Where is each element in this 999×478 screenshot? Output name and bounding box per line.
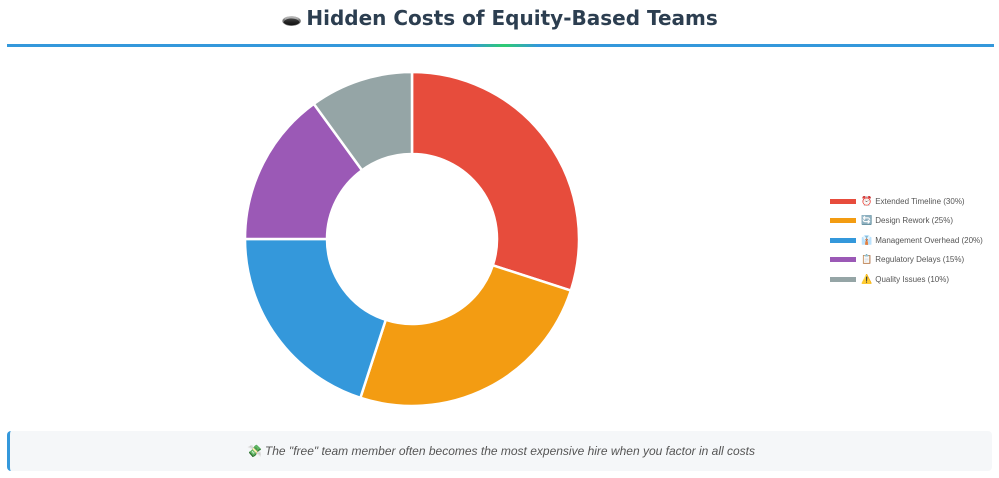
page-title: 🕳️ Hidden Costs of Equity-Based Teams <box>0 0 999 32</box>
legend-swatch <box>830 257 856 262</box>
clipboard-icon: 📋 <box>861 254 873 264</box>
footer-note: 💸 The "free" team member often becomes th… <box>7 431 992 471</box>
legend-label: Extended Timeline (30%) <box>875 196 965 206</box>
donut-slice-design-rework[interactable] <box>358 263 573 408</box>
refresh-icon: 🔄 <box>861 215 873 225</box>
donut-slice-management-overhead[interactable] <box>243 237 388 400</box>
donut-slice-extended-timeline[interactable] <box>410 70 581 293</box>
legend-swatch <box>830 237 856 243</box>
legend-item[interactable]: 📋 Regulatory Delays (15%) <box>830 253 990 267</box>
legend-swatch <box>830 218 856 223</box>
title-underline-accent <box>470 44 538 47</box>
legend-swatch <box>830 276 856 282</box>
legend-item[interactable]: 🔄 Design Rework (25%) <box>830 214 990 228</box>
legend-item[interactable]: ⏰ Extended Timeline (30%) <box>830 194 990 208</box>
warning-icon: ⚠️ <box>861 273 873 284</box>
legend-swatch <box>830 198 856 204</box>
footer-note-text: The "free" team member often becomes the… <box>264 444 756 458</box>
necktie-icon: 👔 <box>861 234 873 245</box>
legend-label: Quality Issues (10%) <box>875 274 950 284</box>
chart-legend: ⏰ Extended Timeline (30%) 🔄 Design Rework (… <box>830 194 990 292</box>
hole-icon: 🕳️ <box>281 9 303 29</box>
donut-slice-quality-issues[interactable] <box>312 70 414 172</box>
legend-item[interactable]: 👔 Management Overhead (20%) <box>830 233 990 247</box>
legend-item[interactable]: ⚠️ Quality Issues (10%) <box>830 272 990 286</box>
alarm-clock-icon: ⏰ <box>861 195 873 206</box>
legend-label: Design Rework (25%) <box>875 216 954 225</box>
header: 🕳️ Hidden Costs of Equity-Based Teams <box>0 0 999 46</box>
money-flying-icon: 💸 <box>246 444 262 458</box>
legend-label: Regulatory Delays (15%) <box>875 255 965 264</box>
legend-label: Management Overhead (20%) <box>875 235 983 245</box>
page-title-text: Hidden Costs of Equity-Based Teams <box>306 6 718 30</box>
donut-chart <box>243 70 581 408</box>
